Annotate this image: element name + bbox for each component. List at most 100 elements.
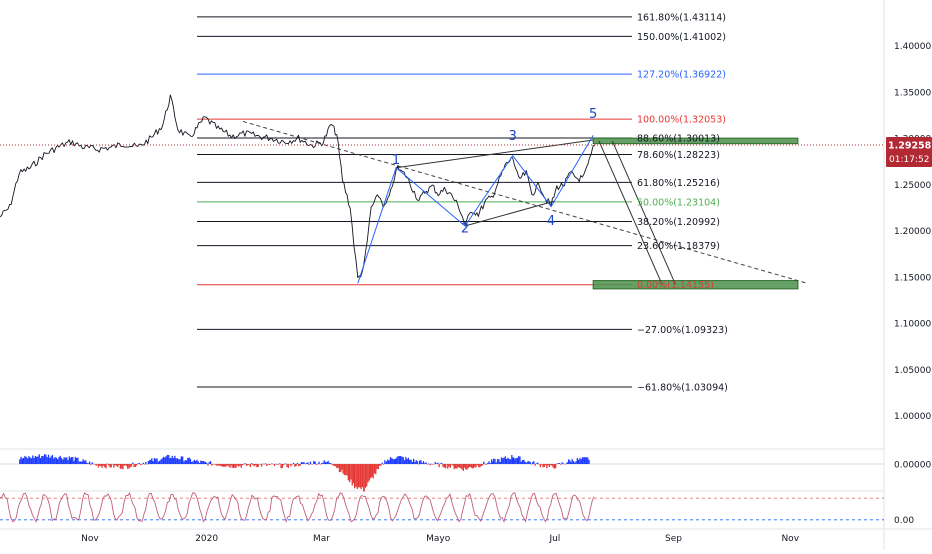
price-axis[interactable]: 1.400001.350001.300001.250001.200001.150… (886, 42, 932, 422)
macd-bar (413, 458, 415, 464)
price-tick-label: 1.20000 (894, 227, 931, 237)
macd-bar (70, 458, 72, 464)
macd-bar (520, 461, 522, 464)
macd-bar (397, 456, 399, 464)
time-tick-label: Nov (81, 534, 99, 544)
macd-bar (68, 456, 70, 464)
macd-bar (480, 464, 482, 467)
macd-bar (471, 464, 473, 469)
macd-bar (411, 461, 413, 464)
macd-bar (556, 463, 558, 464)
macd-bar (357, 464, 360, 488)
macd-bar (117, 464, 119, 468)
macd-bar (429, 464, 431, 466)
macd-bar (439, 463, 442, 464)
macd-bar (372, 464, 374, 479)
elliott-waves[interactable]: 1 2 3 4 5 (357, 107, 598, 284)
macd-bar (470, 464, 472, 468)
macd-bar (414, 461, 416, 464)
trendlines[interactable] (242, 120, 808, 285)
macd-bar (452, 464, 454, 466)
macd-bar (447, 464, 449, 469)
macd-bar (534, 464, 536, 466)
macd-bar (20, 456, 22, 464)
macd-bar (260, 464, 263, 467)
macd-bar (178, 459, 180, 464)
macd-bar (28, 456, 30, 464)
time-axis[interactable]: Nov 2020 Mar Mayo Jul Sep Nov (81, 534, 800, 544)
macd-bar (114, 464, 116, 466)
wave-label-4[interactable]: 4 (547, 214, 555, 229)
macd-bar (46, 457, 48, 464)
macd-bar (547, 464, 549, 466)
macd-bar (192, 461, 194, 464)
macd-bar (169, 458, 171, 464)
wave-label-3[interactable]: 3 (509, 129, 517, 144)
macd-bar (187, 458, 189, 464)
macd-bar (424, 463, 426, 464)
stoch-zero-label: 0.00 (894, 516, 914, 526)
macd-bar (319, 464, 321, 465)
macd-bar (491, 461, 493, 464)
macd-bar (285, 463, 287, 465)
macd-bar (164, 457, 166, 464)
macd-bar (317, 463, 319, 465)
macd-bar (57, 459, 59, 464)
macd-bar (342, 464, 344, 474)
macd-bar (273, 464, 276, 467)
macd-bar (118, 464, 120, 465)
macd-bar (196, 459, 198, 464)
macd-bar (55, 457, 57, 464)
macd-bar (420, 460, 422, 464)
macd-bar (425, 462, 427, 464)
macd-bar (101, 464, 103, 468)
target-zones[interactable] (592, 137, 799, 290)
macd-bar (109, 464, 111, 468)
macd-bar (234, 464, 236, 468)
channel-upper-line[interactable] (396, 139, 594, 169)
macd-bar (153, 458, 156, 464)
macd-bar (535, 463, 538, 464)
macd-bar (47, 454, 50, 464)
macd-bar (165, 456, 167, 464)
channel-lower-line[interactable] (464, 200, 556, 227)
macd-bar (375, 464, 377, 475)
macd-bar (179, 459, 181, 464)
macd-bar (454, 464, 457, 469)
macd-bar (523, 459, 525, 464)
macd-bar (258, 464, 260, 465)
fib-level-label: 23.60%(1.18379) (637, 241, 720, 252)
macd-bar (60, 458, 63, 464)
wave-label-5[interactable]: 5 (589, 107, 597, 122)
macd-bar (51, 454, 54, 464)
target-zone-upper[interactable] (592, 137, 799, 145)
fibonacci-levels[interactable] (197, 16, 632, 388)
macd-bar (204, 462, 206, 464)
macd-pane[interactable]: 0.00000 (0, 454, 931, 492)
macd-bar (263, 464, 265, 465)
time-tick-label: Nov (781, 534, 799, 544)
stochastic-pane[interactable]: 0.00 (0, 491, 914, 526)
macd-bar (314, 461, 316, 464)
macd-bar (217, 464, 219, 466)
wave-label-1[interactable]: 1 (392, 153, 400, 168)
wave-label-2[interactable]: 2 (461, 221, 469, 236)
projection-line[interactable] (611, 140, 676, 285)
macd-bar (85, 460, 87, 464)
wave-path[interactable] (357, 135, 594, 284)
macd-bar (566, 462, 568, 464)
macd-bar (283, 464, 285, 466)
projection-line[interactable] (598, 140, 663, 285)
macd-bar (435, 463, 438, 464)
time-tick-label: Sep (665, 534, 682, 544)
macd-bar (571, 459, 573, 464)
macd-bar (581, 457, 584, 464)
target-zone-lower[interactable] (592, 280, 799, 290)
macd-bar (341, 464, 343, 470)
macd-bar (59, 455, 61, 464)
macd-bar (583, 457, 585, 464)
macd-bar (104, 464, 106, 468)
macd-bar (565, 463, 567, 465)
macd-bar (105, 464, 107, 469)
